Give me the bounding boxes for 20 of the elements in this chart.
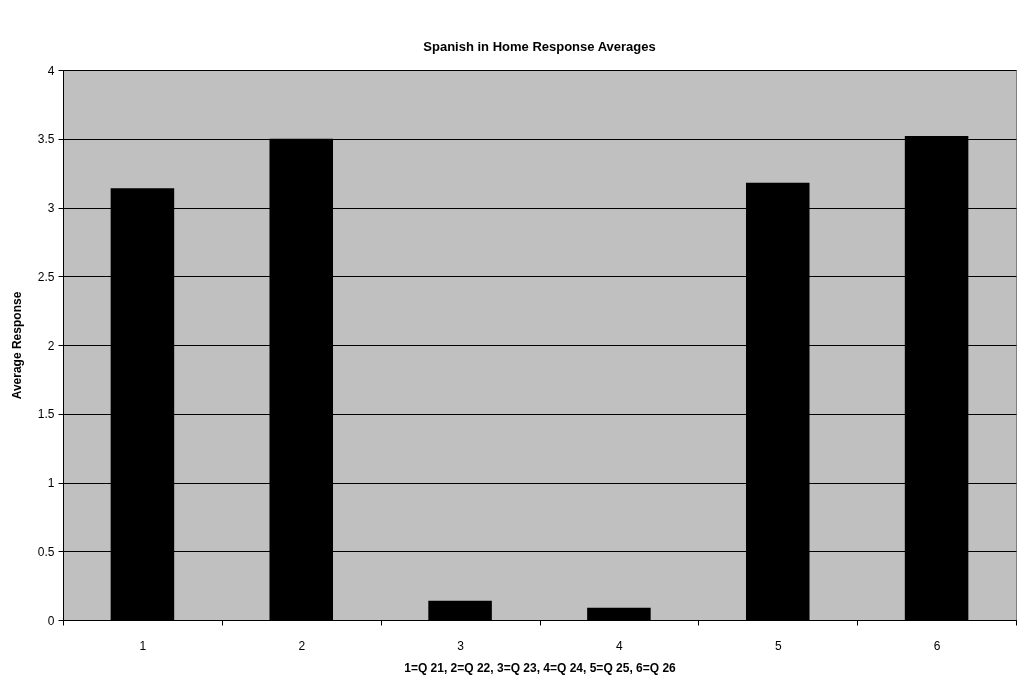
bar: [428, 600, 492, 620]
x-axis-title: 1=Q 21, 2=Q 22, 3=Q 23, 4=Q 24, 5=Q 25, 6=Q 26: [404, 660, 677, 675]
y-tick-label: 3: [47, 201, 55, 215]
x-tick-label: 1: [139, 638, 147, 653]
x-tick-label: 5: [774, 638, 782, 653]
x-tick-label: 6: [933, 638, 941, 653]
x-tick-label: 4: [616, 638, 624, 653]
y-tick-label: 2: [47, 338, 55, 353]
bar: [587, 607, 651, 620]
y-axis-title: Average Response: [9, 291, 24, 400]
y-tick-label: 1: [47, 476, 55, 490]
y-tick-label: 0.5: [37, 544, 55, 559]
x-tick-label: 2: [298, 638, 306, 653]
y-tick-label: 1.5: [37, 407, 55, 422]
y-tick-label: 4: [47, 63, 55, 78]
chart-title: Spanish in Home Response Averages: [423, 39, 656, 54]
y-tick-label: 3.5: [37, 132, 55, 147]
y-tick-label: 0: [47, 613, 55, 628]
x-tick-label: 3: [457, 638, 465, 653]
y-tick-label: 2.5: [37, 269, 55, 284]
